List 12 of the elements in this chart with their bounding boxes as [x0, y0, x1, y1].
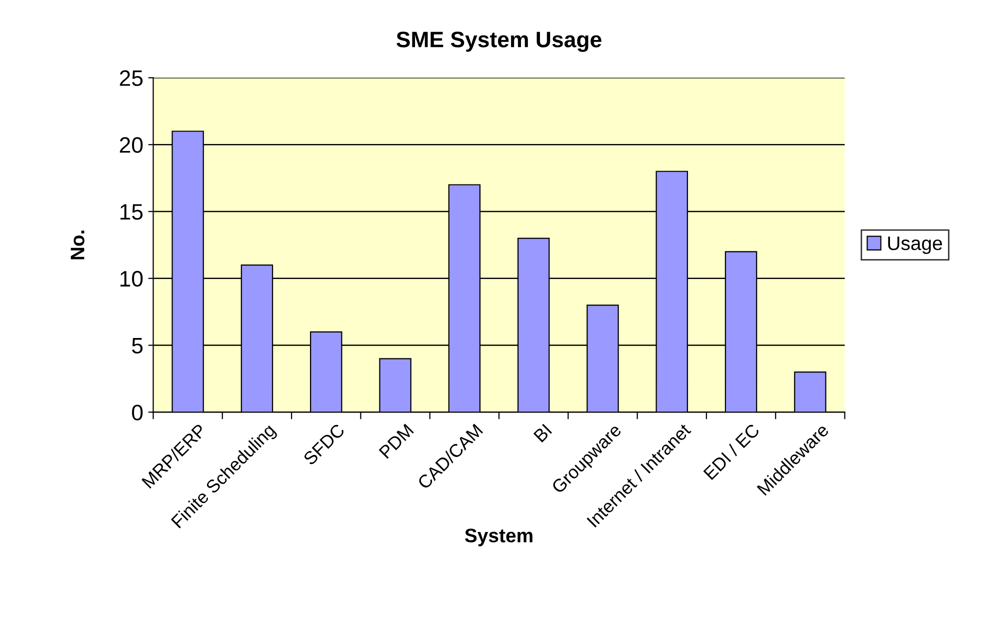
y-tick-label: 5	[132, 338, 143, 354]
y-tick-label: 0	[132, 404, 143, 420]
x-axis-title: System	[464, 528, 532, 546]
y-axis-title: No.	[70, 230, 84, 260]
y-tick-label: 20	[120, 137, 143, 153]
x-tick-label: BI	[533, 424, 552, 442]
x-tick-label: EDI / EC	[702, 422, 760, 480]
y-tick-label: 15	[120, 204, 143, 220]
y-tick-label: 10	[120, 270, 143, 287]
legend-label: Usage	[888, 236, 942, 254]
y-tick-label: 25	[120, 70, 143, 86]
chart-title: SME System Usage	[396, 32, 602, 52]
